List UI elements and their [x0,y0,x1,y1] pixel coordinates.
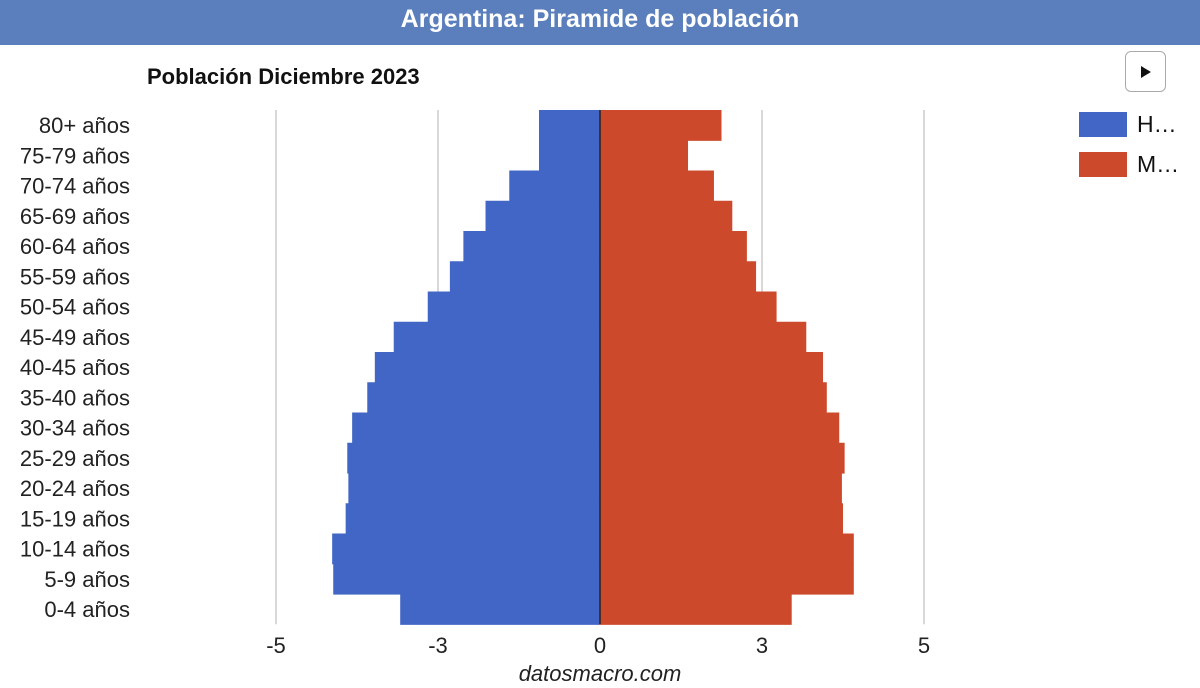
category-label: 30-34 años [20,416,130,441]
category-label: 65-69 años [20,204,130,229]
bar-hombres [393,321,600,353]
bar-mujeres [600,442,845,474]
chart-title: Población Diciembre 2023 [147,64,420,89]
x-tick-label: -5 [266,633,286,658]
x-tick-label: 5 [918,633,930,658]
bar-hombres [449,261,600,293]
bar-mujeres [600,291,777,323]
bar-hombres [463,231,600,262]
bar-hombres [400,594,600,625]
bar-mujeres [600,352,824,383]
bar-mujeres [600,321,807,353]
legend-label-mujeres: M… [1137,150,1180,177]
category-label: 80+ años [39,113,130,138]
bar-hombres [374,352,600,383]
x-tick-label: 3 [756,633,768,658]
bar-hombres [509,170,600,202]
bar-mujeres [600,261,757,293]
x-tick-label: -3 [428,633,448,658]
bar-mujeres [600,110,722,141]
bar-mujeres [600,473,842,504]
bar-mujeres [600,170,714,202]
play-icon [1140,65,1151,78]
category-label: 70-74 años [20,174,130,199]
x-tick-label: 0 [594,633,606,658]
header-title: Argentina: Piramide de población [400,5,800,33]
source-label: datosmacro.com [519,661,682,686]
category-label: 10-14 años [20,537,130,562]
legend-swatch-hombres [1079,111,1127,137]
bar-hombres [427,291,600,323]
bar-mujeres [600,200,733,232]
bar-hombres [485,200,600,232]
category-label: 60-64 años [20,234,130,259]
bar-mujeres [600,140,689,172]
category-label: 15-19 años [20,506,130,531]
category-label: 50-54 años [20,295,130,320]
bar-hombres [348,473,600,504]
category-label: 25-29 años [20,446,130,471]
bar-mujeres [600,231,747,262]
legend-swatch-mujeres [1079,151,1127,177]
category-label: 55-59 años [20,264,130,289]
category-label: 0-4 años [44,597,130,622]
legend-item-mujeres[interactable]: M… [1079,148,1179,180]
bar-mujeres [600,594,792,625]
category-label: 45-49 años [20,325,130,350]
bar-mujeres [600,533,854,565]
bar-hombres [538,140,600,172]
category-label: 40-45 años [20,355,130,380]
category-label: 5-9 años [44,567,130,592]
bar-hombres [538,110,600,141]
bar-hombres [332,533,600,565]
legend-item-hombres[interactable]: H… [1079,108,1179,140]
bar-hombres [352,412,600,444]
bar-mujeres [600,503,843,535]
legend: H… M… [1079,108,1179,188]
bar-mujeres [600,412,840,444]
bar-hombres [345,503,600,535]
bar-mujeres [600,382,827,414]
bar-mujeres [600,563,854,595]
category-label: 35-40 años [20,385,130,410]
bar-hombres [347,442,600,474]
legend-label-hombres: H… [1137,110,1177,137]
play-button[interactable] [1125,51,1166,92]
bar-hombres [333,563,600,595]
category-label: 75-79 años [20,143,130,168]
bar-hombres [367,382,600,414]
chart-header: Argentina: Piramide de población [0,0,1200,45]
category-label: 20-24 años [20,476,130,501]
